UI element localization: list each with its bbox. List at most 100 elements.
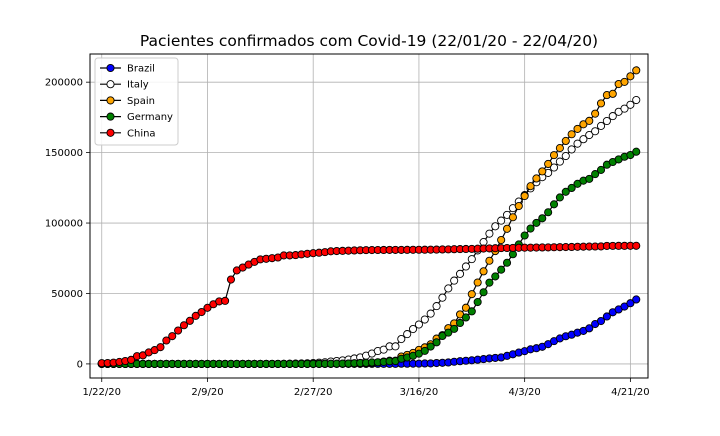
data-point: [502, 224, 512, 233]
data-point: [479, 288, 488, 297]
data-point: [162, 336, 171, 345]
legend-label: China: [127, 128, 156, 139]
legend-entry: Germany: [100, 112, 173, 123]
legend-marker: [106, 112, 115, 121]
series-line: [101, 151, 637, 365]
data-point: [226, 275, 236, 284]
legend-label: Italy: [127, 80, 149, 91]
data-point: [532, 218, 541, 227]
y-tick-label: 100000: [45, 219, 83, 230]
chart-title: Pacientes confirmados com Covid-19 (22/0…: [140, 32, 598, 50]
data-point: [444, 328, 453, 337]
data-point: [632, 95, 641, 105]
series-layer: [97, 66, 641, 368]
data-point: [414, 320, 423, 329]
data-point: [485, 256, 494, 265]
data-point: [479, 267, 488, 276]
legend-marker: [106, 128, 115, 137]
data-point: [197, 307, 206, 317]
data-point: [432, 302, 441, 311]
data-point: [514, 201, 523, 211]
data-point: [473, 297, 482, 307]
data-point: [461, 262, 470, 271]
legend-entry: Italy: [100, 80, 149, 91]
legend-box: [94, 57, 179, 146]
data-point: [438, 293, 447, 302]
data-point: [532, 174, 541, 183]
legend-marker: [106, 96, 115, 105]
data-point: [591, 127, 600, 136]
data-point: [461, 313, 470, 322]
data-point: [461, 303, 470, 312]
series-line: [101, 245, 637, 364]
data-point: [526, 224, 535, 233]
data-point: [544, 159, 553, 169]
y-tick-label: 200000: [45, 78, 83, 89]
data-point: [573, 139, 582, 148]
data-point: [179, 321, 189, 330]
x-tick-label: 2/27/20: [294, 387, 333, 398]
data-point: [567, 130, 576, 139]
data-point: [432, 338, 441, 347]
data-point: [203, 303, 212, 312]
data-point: [626, 72, 635, 81]
data-point: [620, 104, 629, 113]
data-point: [620, 77, 629, 86]
data-point: [403, 330, 412, 339]
data-point: [473, 278, 482, 287]
data-point: [602, 116, 611, 126]
legend-label: Germany: [127, 112, 173, 123]
data-point: [555, 193, 564, 202]
data-point: [585, 130, 594, 140]
x-axis: 1/22/20 2/9/20 2/27/20 3/16/20 4/3/20 4/21/20: [82, 378, 650, 398]
data-point: [538, 214, 547, 223]
data-point: [555, 144, 564, 153]
legend: Brazil Italy Spain Germany China: [94, 57, 179, 146]
data-point: [632, 241, 641, 250]
data-point: [585, 174, 594, 183]
series-line: [101, 69, 637, 365]
data-point: [491, 222, 500, 231]
data-point: [579, 135, 588, 144]
data-point: [585, 116, 594, 125]
series-china: [97, 241, 641, 368]
data-point: [520, 191, 529, 201]
data-point: [626, 100, 635, 109]
data-point: [191, 311, 200, 320]
y-tick-label: 150000: [45, 148, 83, 159]
data-point: [520, 231, 529, 240]
data-point: [626, 299, 635, 308]
x-tick-label: 4/21/20: [611, 387, 650, 398]
data-point: [602, 312, 611, 321]
data-point: [497, 265, 506, 274]
data-point: [185, 316, 194, 325]
data-point: [632, 147, 641, 156]
data-point: [596, 121, 606, 130]
data-point: [591, 109, 600, 118]
data-point: [561, 136, 570, 145]
data-point: [538, 167, 547, 176]
data-point: [408, 324, 418, 334]
legend-marker: [106, 63, 115, 73]
series-germany: [97, 147, 641, 368]
data-point: [467, 255, 476, 264]
data-point: [502, 258, 512, 267]
data-point: [567, 145, 576, 154]
y-tick-label: 0: [77, 359, 83, 370]
data-point: [573, 124, 582, 133]
data-point: [485, 229, 494, 238]
legend-label: Brazil: [127, 64, 155, 75]
data-point: [579, 120, 588, 129]
data-point: [420, 315, 429, 324]
data-point: [608, 89, 617, 98]
data-point: [608, 112, 617, 121]
data-point: [420, 346, 429, 355]
data-point: [426, 309, 435, 318]
data-point: [632, 295, 641, 304]
plot-frame: [89, 53, 649, 379]
data-point: [455, 318, 465, 328]
data-point: [426, 342, 435, 351]
y-tick-label: 50000: [51, 289, 83, 300]
data-point: [497, 235, 506, 245]
